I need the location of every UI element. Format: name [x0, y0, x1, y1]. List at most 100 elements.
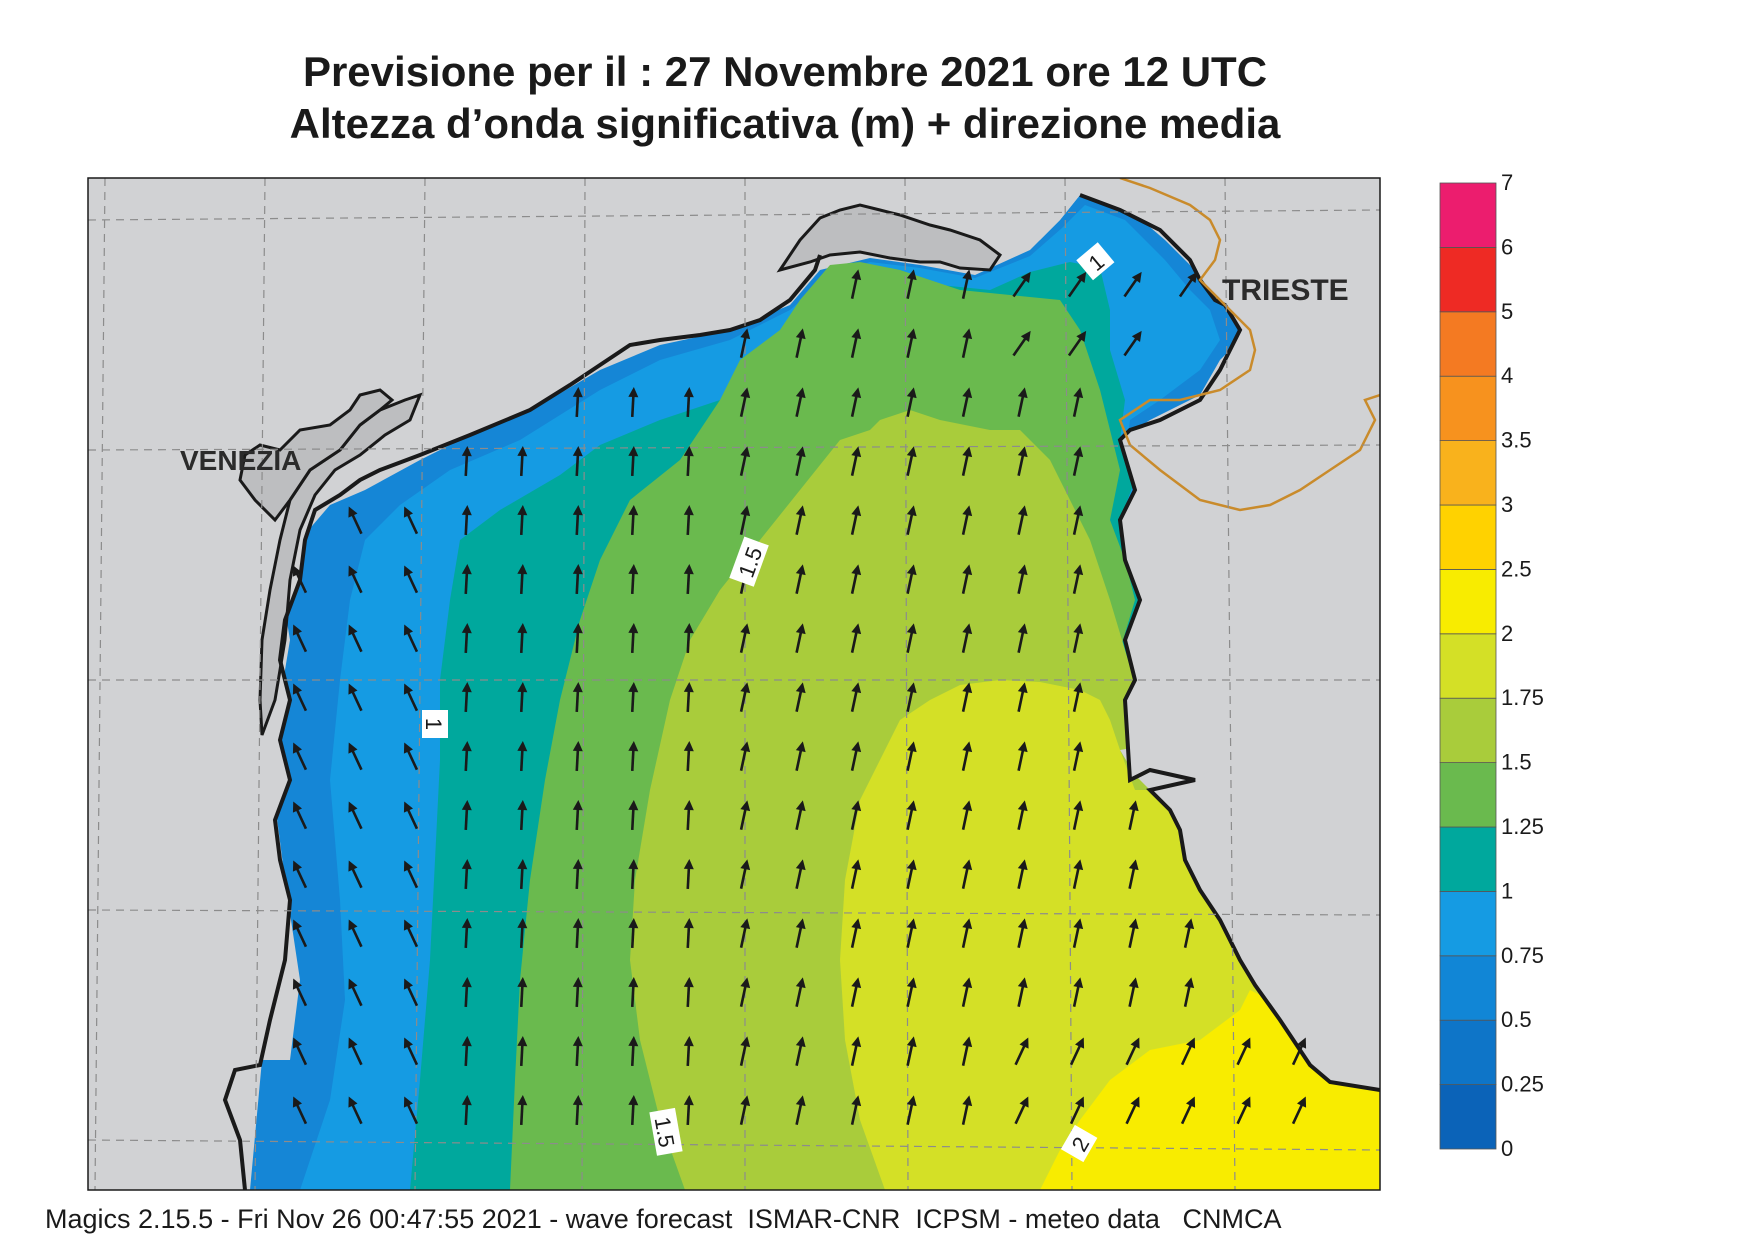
wave-arrow: [906, 859, 917, 889]
wave-arrow: [517, 741, 528, 772]
wave-arrow: [683, 977, 694, 1008]
wave-arrow: [1017, 387, 1028, 417]
wave-arrow: [572, 741, 583, 772]
wave-arrow: [1017, 564, 1028, 594]
wave-arrow: [683, 446, 694, 477]
wave-arrow: [1236, 1096, 1251, 1125]
colorbar-swatch: [1439, 762, 1497, 828]
wave-arrow: [1072, 623, 1084, 653]
wave-arrow: [348, 1096, 363, 1125]
wave-arrow: [795, 328, 806, 358]
wave-arrow: [906, 800, 917, 830]
wave-arrow: [461, 918, 472, 949]
wave-arrow: [1072, 918, 1084, 948]
wave-arrow: [517, 564, 528, 595]
wave-arrow: [906, 682, 917, 712]
wave-arrow: [1017, 741, 1028, 771]
political-border: [1118, 178, 1380, 512]
wave-arrow: [292, 1096, 308, 1125]
wave-arrow: [1183, 918, 1195, 948]
wave-arrow: [683, 800, 694, 831]
wave-arrow: [795, 918, 806, 948]
wave-arrow: [1017, 859, 1028, 889]
wave-arrow: [1072, 741, 1084, 771]
colorbar-tick-label: 1.75: [1501, 685, 1544, 710]
wave-arrow: [461, 446, 472, 477]
wave-arrow: [795, 387, 806, 417]
wave-arrow: [795, 564, 806, 594]
wave-arrow: [739, 918, 751, 948]
wave-arrow: [683, 623, 694, 654]
wave-arrow: [683, 682, 694, 713]
wave-arrow: [1180, 1096, 1196, 1125]
wave-arrow: [850, 564, 862, 594]
wave-arrow: [628, 1036, 639, 1067]
wave-arrow: [461, 682, 472, 713]
wave-arrow: [1072, 387, 1084, 417]
wave-arrow: [348, 683, 363, 712]
wave-arrow: [1072, 977, 1084, 1007]
wave-arrow: [461, 977, 472, 1008]
wave-arrow: [850, 859, 862, 889]
wave-arrow: [739, 623, 751, 653]
wave-arrow: [1017, 682, 1028, 712]
wave-arrow: [795, 505, 806, 535]
wave-arrow: [1069, 1037, 1085, 1066]
colorbar-swatch: [1439, 246, 1497, 313]
wave-arrow: [961, 918, 973, 948]
wave-arrow: [292, 919, 308, 948]
wave-arrow: [906, 387, 917, 417]
wave-arrow: [403, 1037, 419, 1066]
wave-arrow: [461, 800, 472, 831]
wave-arrow: [906, 505, 917, 535]
wave-arrow: [572, 918, 583, 949]
colorbar-swatch: [1439, 504, 1497, 570]
wave-arrow: [1012, 330, 1031, 357]
colorbar-tick-label: 1: [1501, 878, 1513, 903]
wave-arrow: [795, 446, 806, 476]
wave-arrow: [739, 977, 751, 1007]
wave-arrow: [961, 564, 973, 594]
wave-arrow: [961, 446, 973, 476]
wave-arrow: [628, 387, 639, 418]
wave-arrow: [348, 860, 363, 889]
wave-direction-arrows: [292, 269, 1307, 1126]
wave-arrow: [403, 1096, 419, 1125]
wave-arrow: [961, 741, 973, 771]
wave-arrow: [795, 741, 806, 771]
wave-arrow: [461, 623, 472, 654]
wave-arrow: [683, 741, 694, 772]
wave-arrow: [1072, 446, 1084, 476]
city-label-trieste: TRIESTE: [1222, 274, 1349, 307]
wave-arrow: [572, 682, 583, 713]
colorbar-tick-label: 7: [1501, 170, 1513, 195]
wave-arrow: [1017, 446, 1028, 476]
wave-arrow: [850, 446, 862, 476]
wave-arrow: [683, 564, 694, 595]
colorbar-tick-label: 1.5: [1501, 750, 1532, 775]
wave-arrow: [572, 564, 583, 595]
wave-arrow: [1236, 1037, 1251, 1066]
wave-arrow: [292, 978, 308, 1007]
colorbar-tick-label: 0.75: [1501, 943, 1544, 968]
wave-arrow: [517, 859, 528, 890]
wave-arrow: [1014, 1037, 1029, 1066]
footer-credits: Magics 2.15.5 - Fri Nov 26 00:47:55 2021…: [45, 1204, 1282, 1234]
wave-arrow: [1125, 1096, 1140, 1125]
city-label-venezia: VENEZIA: [180, 445, 301, 476]
wave-arrow: [628, 859, 639, 890]
wave-arrow: [850, 505, 862, 535]
wave-arrow: [628, 977, 639, 1008]
colorbar-swatch: [1439, 697, 1497, 764]
wave-arrow: [292, 801, 308, 830]
coastline-west: [222, 254, 822, 1190]
contour-label-1-west: 1: [421, 710, 448, 738]
colorbar-tick-label: 5: [1501, 299, 1513, 324]
colorbar-swatch: [1439, 182, 1497, 248]
contour-label-2-south: 2: [1060, 1124, 1098, 1163]
wave-arrow: [739, 446, 751, 476]
wave-arrow: [1017, 505, 1028, 535]
wave-arrow: [795, 1036, 806, 1066]
colorbar-swatch: [1439, 569, 1497, 635]
